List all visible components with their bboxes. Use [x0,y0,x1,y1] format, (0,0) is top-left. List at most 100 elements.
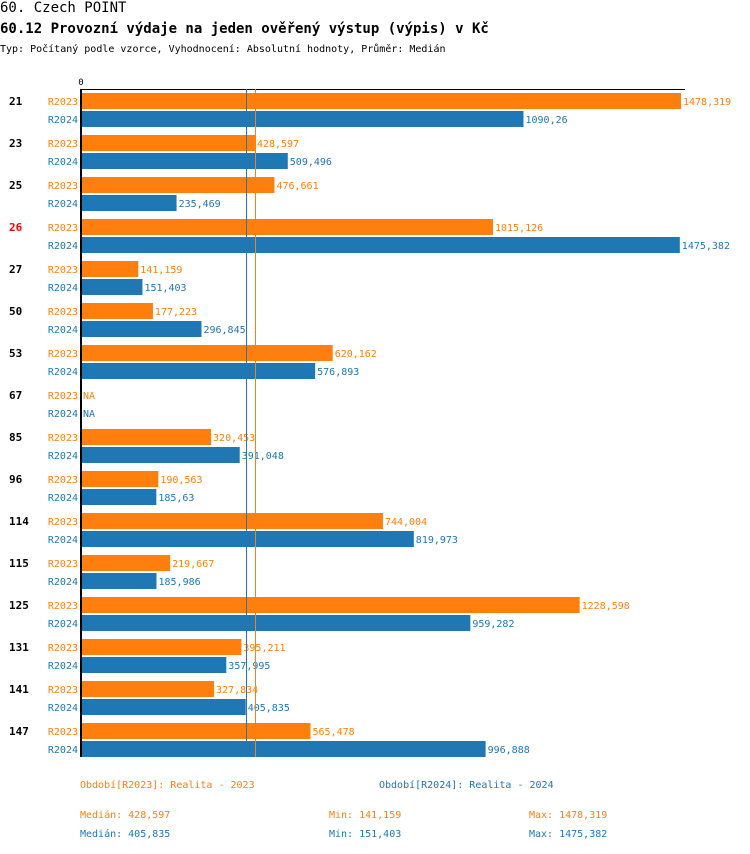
bar-r2024 [81,489,157,505]
chart-subtitle: Typ: Počítaný podle vzorce, Vyhodnocení:… [0,44,446,55]
series-label-r2023: R2023 [48,475,78,486]
legend-r2023: Období[R2023]: Realita - 2023 [80,780,255,791]
series-label-r2023: R2023 [48,307,78,318]
category-label: 26 [9,221,23,234]
category-label: 25 [9,179,22,192]
value-label-r2024: 509,496 [290,157,332,168]
category-label: 85 [9,431,22,444]
series-label-r2024: R2024 [48,283,78,294]
bar-r2023 [81,471,159,487]
value-label-r2024: 576,893 [317,367,359,378]
bar-chart: 0 21 R2023 1478,319 R2024 1090,26 23 R2023 428,5… [9,78,731,757]
value-label-r2024: 357,995 [228,661,270,672]
series-label-r2024: R2024 [48,241,78,252]
bar-r2023 [81,345,333,361]
value-label-r2023: 141,159 [140,265,182,276]
value-label-r2024: 1475,382 [682,241,730,252]
bar-r2023 [81,681,215,697]
series-label-r2023: R2023 [48,433,78,444]
legend-r2024: Období[R2024]: Realita - 2024 [379,780,554,791]
category-label: 67 [9,389,22,402]
series-label-r2023: R2023 [48,223,78,234]
bar-r2023 [81,639,242,655]
bar-r2023 [81,93,681,109]
value-label-r2024: NA [83,409,95,420]
bar-r2024 [81,657,227,673]
series-label-r2024: R2024 [48,535,78,546]
category-label: 141 [9,683,29,696]
series-label-r2024: R2024 [48,619,78,630]
series-label-r2023: R2023 [48,349,78,360]
value-label-r2024: 1090,26 [525,115,567,126]
stat-median-r2023: Medián: 428,597 [80,810,171,821]
value-label-r2023: 744,004 [385,517,427,528]
category-label: 125 [9,599,29,612]
category-label: 23 [9,137,22,150]
series-label-r2024: R2024 [48,493,78,504]
bar-r2024 [81,321,202,337]
bar-r2023 [81,135,255,151]
category-label: 115 [9,557,29,570]
value-label-r2023: 565,478 [313,727,355,738]
bar-r2024 [81,111,524,127]
category-label: 96 [9,473,23,486]
bar-r2023 [81,177,275,193]
series-label-r2024: R2024 [48,703,78,714]
stat-min-r2023: Min: 141,159 [329,810,402,821]
category-label: 131 [9,641,29,654]
series-label-r2024: R2024 [48,577,78,588]
value-label-r2023: 395,211 [243,643,285,654]
category-label: 27 [9,263,22,276]
bar-r2024 [81,279,143,295]
bar-r2024 [81,741,486,757]
series-label-r2024: R2024 [48,115,78,126]
series-label-r2024: R2024 [48,325,78,336]
value-label-r2023: 1015,126 [495,223,543,234]
stat-max-r2024: Max: 1475,382 [529,829,608,840]
value-label-r2024: 996,888 [488,745,530,756]
bar-r2023 [81,597,580,613]
value-label-r2023: 190,563 [160,475,202,486]
bar-r2024 [81,573,157,589]
series-label-r2024: R2024 [48,157,78,168]
series-label-r2023: R2023 [48,181,78,192]
bar-r2023 [81,555,171,571]
bar-r2024 [81,447,240,463]
value-label-r2024: 185,63 [158,493,194,504]
bar-r2023 [81,219,494,235]
value-label-r2023: 428,597 [257,139,299,150]
bar-r2024 [81,531,414,547]
value-label-r2024: 151,403 [144,283,186,294]
category-label: 21 [9,95,23,108]
value-label-r2024: 296,845 [203,325,245,336]
series-label-r2023: R2023 [48,97,78,108]
value-label-r2023: 320,453 [213,433,255,444]
chart-title: 60.12 Provozní výdaje na jeden ověřený v… [0,21,489,37]
value-label-r2023: 1478,319 [683,97,731,108]
bar-r2024 [81,153,288,169]
bar-r2024 [81,363,316,379]
series-label-r2024: R2024 [48,661,78,672]
bar-r2024 [81,699,246,715]
value-label-r2024: 959,282 [472,619,514,630]
value-label-r2024: 235,469 [179,199,221,210]
series-label-r2024: R2024 [48,745,78,756]
series-label-r2023: R2023 [48,601,78,612]
stat-median-r2024: Medián: 405,835 [80,829,171,840]
value-label-r2023: 1228,598 [582,601,630,612]
bar-r2023 [81,723,311,739]
category-label: 114 [9,515,29,528]
value-label-r2024: 391,048 [242,451,284,462]
series-label-r2024: R2024 [48,451,78,462]
bar-r2023 [81,429,212,445]
value-label-r2023: 327,834 [216,685,258,696]
bar-r2024 [81,195,177,211]
bar-r2024 [81,615,471,631]
value-label-r2024: 819,973 [416,535,458,546]
bar-r2023 [81,261,139,277]
stat-min-r2024: Min: 151,403 [329,829,402,840]
series-label-r2023: R2023 [48,391,78,402]
bar-r2023 [81,513,383,529]
value-label-r2023: 476,661 [276,181,318,192]
value-label-r2023: 177,223 [155,307,197,318]
